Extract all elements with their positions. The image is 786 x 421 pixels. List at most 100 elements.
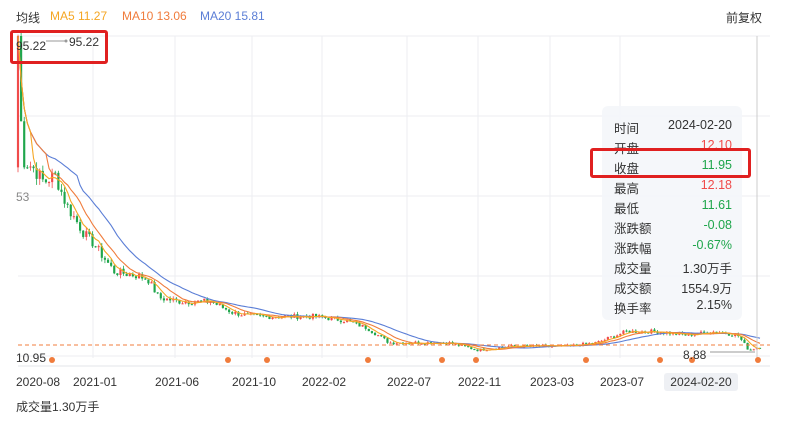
tooltip-row: 涨跌额 -0.08 [614,216,732,236]
candle-body [414,341,417,344]
candle-body [128,273,131,277]
tooltip-key: 开盘 [614,142,640,156]
event-marker-dot [583,357,589,363]
indicator-header: 均线 MA5 11.27 MA10 13.06 MA20 15.81 前复权 [0,0,786,30]
candle-body [600,340,603,342]
candle-body [147,279,150,284]
candle-body [75,216,79,223]
event-marker-dot [473,357,479,363]
x-tick-label: 2022-07 [387,375,432,389]
kline-chart[interactable] [0,30,786,372]
candle-body [29,166,32,168]
event-marker-dot [225,357,231,363]
candle-body [616,335,619,338]
candle-body [355,322,358,324]
candle-body [498,347,501,350]
ma5-legend: MA5 11.27 [50,9,108,23]
event-marker-dot [439,357,445,363]
candle-body [125,273,128,277]
candle-body [16,36,20,168]
candle-body [231,312,234,314]
candle-body [299,317,302,320]
tooltip-key: 换手率 [614,302,652,316]
candle-body [470,347,473,350]
tooltip-value: 2024-02-20 [668,118,732,132]
cursor-date-badge: 2024-02-20 [664,373,738,391]
x-tick-label: 2021-10 [232,375,277,389]
ma-title[interactable]: 均线 [16,11,41,25]
candle-body [221,304,224,308]
candle-body [330,317,333,321]
candle-body [26,167,29,169]
candle-body [60,189,63,192]
tooltip-key: 成交额 [614,282,652,296]
candle-body [457,343,460,346]
ma20-legend: MA20 15.81 [200,9,265,23]
candle-body [727,333,731,336]
candle-body [134,276,138,279]
tooltip-row: 成交额 1554.9万 [614,276,732,296]
candle-body [386,338,389,343]
candle-body [423,343,426,345]
candle-body [364,324,367,329]
event-marker-dot [49,357,55,363]
candle-body [653,329,656,332]
adjust-mode-button[interactable]: 前复权 [725,11,762,25]
tooltip-row: 最低 11.61 [614,196,732,216]
candle-body [684,334,687,336]
candle-body [324,317,327,319]
tooltip-value: -0.08 [703,218,733,232]
x-tick-label: 2022-11 [458,375,502,389]
candle-body [367,328,370,332]
candle-body [54,172,57,174]
event-marker-dot [264,357,270,363]
candle-body [358,322,361,327]
candle-body [342,321,346,323]
tooltip-row: 开盘 12.10 [614,136,732,156]
x-tick-label: 2021-06 [155,375,200,389]
candle-body [479,348,482,352]
candle-body [507,346,510,348]
candle-body [526,345,529,347]
ma10-legend: MA10 13.06 [122,9,187,23]
event-marker-dot [755,357,761,363]
tooltip-value: 12.18 [700,178,732,192]
tooltip-key: 成交量 [614,262,652,276]
tooltip-value: 12.10 [700,138,732,152]
candle-body [485,350,488,352]
candle-body [88,231,91,235]
candle-body [389,342,392,344]
candle-body [420,343,423,345]
candle-body [113,265,116,274]
candle-body [162,298,165,301]
candle-body [463,344,467,347]
candle-body [165,298,169,301]
candle-body [392,342,395,345]
candle-body [513,345,516,347]
candle-body [178,299,181,304]
candle-body [585,342,588,344]
candle-body [169,298,172,301]
candle-body [69,204,72,217]
ma5-line [17,35,761,351]
candle-body [703,331,706,333]
candle-body [715,331,718,333]
candle-body [200,300,203,302]
candle-body [609,336,613,338]
candle-body [287,315,290,317]
candle-body [44,179,48,183]
candle-body [271,317,274,320]
event-marker-dot [657,357,663,363]
tooltip-key: 收盘 [614,162,640,176]
candle-body [259,314,262,316]
tooltip-key: 涨跌幅 [614,242,652,256]
candle-body [153,282,156,293]
candle-body [255,314,259,316]
candle-body [57,172,60,190]
candle-body [746,342,749,350]
candle-body [327,318,330,321]
candle-body [597,340,600,342]
tooltip-row: 收盘 11.95 [614,156,732,176]
candle-body [740,336,743,340]
candle-body [346,320,349,322]
